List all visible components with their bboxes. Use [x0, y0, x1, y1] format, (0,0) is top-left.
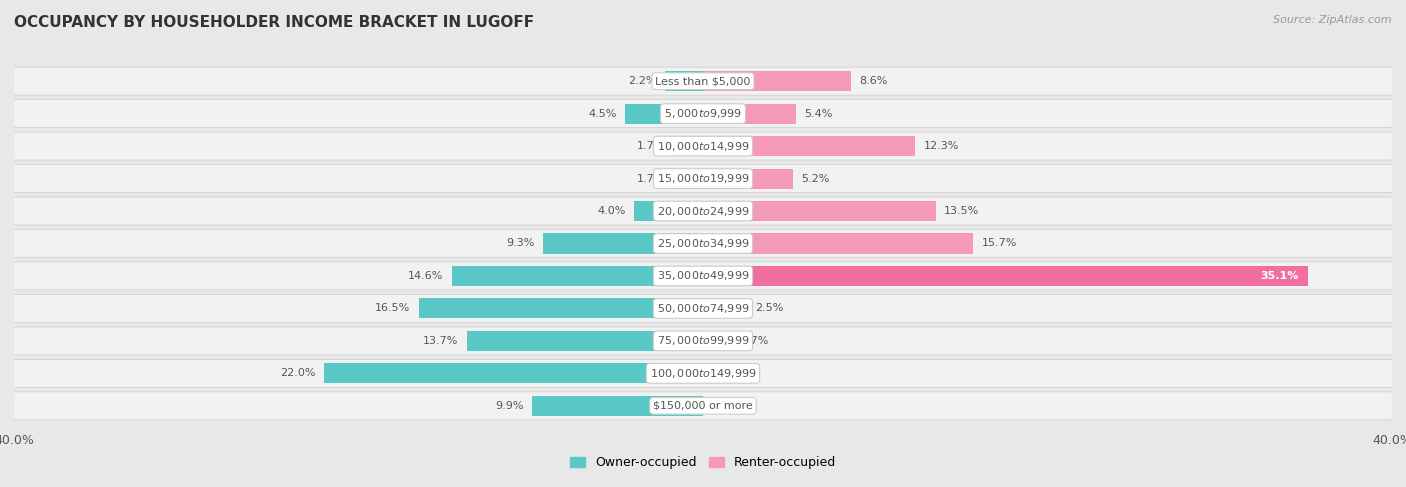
Bar — [703, 299, 747, 318]
Bar — [673, 169, 703, 188]
Text: 13.5%: 13.5% — [945, 206, 980, 216]
Text: 4.0%: 4.0% — [598, 206, 626, 216]
Text: 12.3%: 12.3% — [924, 141, 959, 151]
Text: 13.7%: 13.7% — [423, 336, 458, 346]
Text: 9.3%: 9.3% — [506, 239, 534, 248]
Text: OCCUPANCY BY HOUSEHOLDER INCOME BRACKET IN LUGOFF: OCCUPANCY BY HOUSEHOLDER INCOME BRACKET … — [14, 15, 534, 30]
Text: 1.7%: 1.7% — [637, 173, 665, 184]
Text: Less than $5,000: Less than $5,000 — [655, 76, 751, 86]
FancyBboxPatch shape — [14, 262, 1392, 290]
Text: $75,000 to $99,999: $75,000 to $99,999 — [657, 335, 749, 347]
Bar — [419, 299, 703, 318]
FancyBboxPatch shape — [14, 67, 1392, 95]
Text: 2.5%: 2.5% — [755, 303, 783, 314]
FancyBboxPatch shape — [14, 197, 1392, 225]
Bar — [703, 233, 973, 254]
Text: 1.7%: 1.7% — [637, 141, 665, 151]
Bar — [703, 71, 851, 91]
Text: $50,000 to $74,999: $50,000 to $74,999 — [657, 302, 749, 315]
Text: $35,000 to $49,999: $35,000 to $49,999 — [657, 269, 749, 282]
FancyBboxPatch shape — [14, 165, 1392, 192]
Bar — [703, 331, 733, 351]
Text: 35.1%: 35.1% — [1261, 271, 1299, 281]
Text: 14.6%: 14.6% — [408, 271, 443, 281]
Text: 0.0%: 0.0% — [711, 401, 740, 411]
FancyBboxPatch shape — [14, 229, 1392, 258]
Bar — [634, 201, 703, 221]
FancyBboxPatch shape — [14, 359, 1392, 387]
Text: 4.5%: 4.5% — [589, 109, 617, 119]
Text: 8.6%: 8.6% — [859, 76, 889, 86]
FancyBboxPatch shape — [14, 327, 1392, 355]
Bar — [703, 104, 796, 124]
Text: 22.0%: 22.0% — [280, 368, 315, 378]
Bar — [533, 396, 703, 416]
Text: $150,000 or more: $150,000 or more — [654, 401, 752, 411]
Text: $100,000 to $149,999: $100,000 to $149,999 — [650, 367, 756, 380]
Text: $20,000 to $24,999: $20,000 to $24,999 — [657, 205, 749, 218]
Text: 9.9%: 9.9% — [495, 401, 524, 411]
FancyBboxPatch shape — [14, 100, 1392, 128]
Text: 16.5%: 16.5% — [375, 303, 411, 314]
Text: $10,000 to $14,999: $10,000 to $14,999 — [657, 140, 749, 152]
Bar — [626, 104, 703, 124]
Text: 0.0%: 0.0% — [711, 368, 740, 378]
Bar — [665, 71, 703, 91]
Bar — [703, 136, 915, 156]
Bar — [673, 136, 703, 156]
Bar — [703, 169, 793, 188]
Text: Source: ZipAtlas.com: Source: ZipAtlas.com — [1274, 15, 1392, 25]
FancyBboxPatch shape — [14, 132, 1392, 160]
Bar — [703, 266, 1308, 286]
FancyBboxPatch shape — [14, 295, 1392, 322]
Text: 5.2%: 5.2% — [801, 173, 830, 184]
Legend: Owner-occupied, Renter-occupied: Owner-occupied, Renter-occupied — [565, 451, 841, 474]
Text: 15.7%: 15.7% — [981, 239, 1018, 248]
Bar — [451, 266, 703, 286]
Text: $15,000 to $19,999: $15,000 to $19,999 — [657, 172, 749, 185]
Text: 1.7%: 1.7% — [741, 336, 769, 346]
FancyBboxPatch shape — [14, 392, 1392, 420]
Bar — [543, 233, 703, 254]
Bar — [703, 201, 935, 221]
Text: 2.2%: 2.2% — [628, 76, 657, 86]
Text: $25,000 to $34,999: $25,000 to $34,999 — [657, 237, 749, 250]
Bar — [323, 363, 703, 383]
Text: $5,000 to $9,999: $5,000 to $9,999 — [664, 107, 742, 120]
Bar — [467, 331, 703, 351]
Text: 5.4%: 5.4% — [804, 109, 832, 119]
